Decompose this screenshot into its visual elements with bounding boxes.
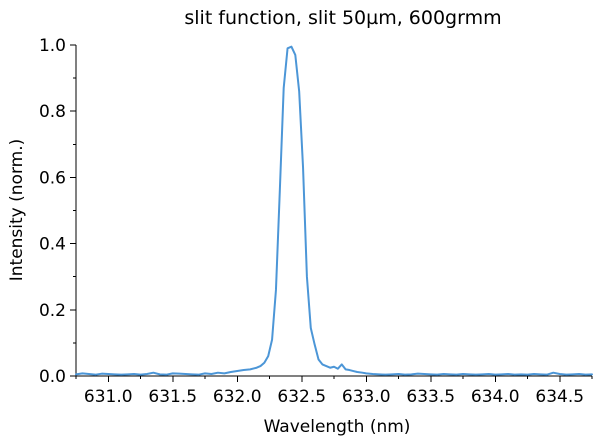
- x-tick-label: 633.5: [406, 387, 455, 407]
- y-tick-label: 0.2: [39, 301, 66, 321]
- y-axis-title: Intensity (norm.): [7, 139, 27, 282]
- x-tick-label: 632.0: [213, 387, 262, 407]
- y-tick-label: 0.6: [39, 168, 66, 188]
- x-axis-title: Wavelength (nm): [264, 417, 411, 437]
- x-tick-label: 633.0: [342, 387, 391, 407]
- x-tick-label: 634.0: [471, 387, 520, 407]
- x-tick-label: 631.0: [84, 387, 133, 407]
- y-tick-label: 0.8: [39, 102, 66, 122]
- y-axis: 0.0 0.2 0.4 0.6 0.8 1.0: [39, 36, 77, 387]
- y-tick-label: 1.0: [39, 36, 66, 56]
- x-tick-label: 632.5: [277, 387, 326, 407]
- x-tick-label: 634.5: [535, 387, 584, 407]
- x-axis: 631.0 631.5 632.0 632.5 633.0 633.5 634.0 634.5: [75, 375, 593, 407]
- series-line: [75, 45, 593, 376]
- y-tick-label: 0.4: [39, 235, 66, 255]
- x-tick-label: 631.5: [148, 387, 197, 407]
- chart-title: slit function, slit 50µm, 600grmm: [184, 7, 501, 29]
- y-tick-label: 0.0: [39, 367, 66, 387]
